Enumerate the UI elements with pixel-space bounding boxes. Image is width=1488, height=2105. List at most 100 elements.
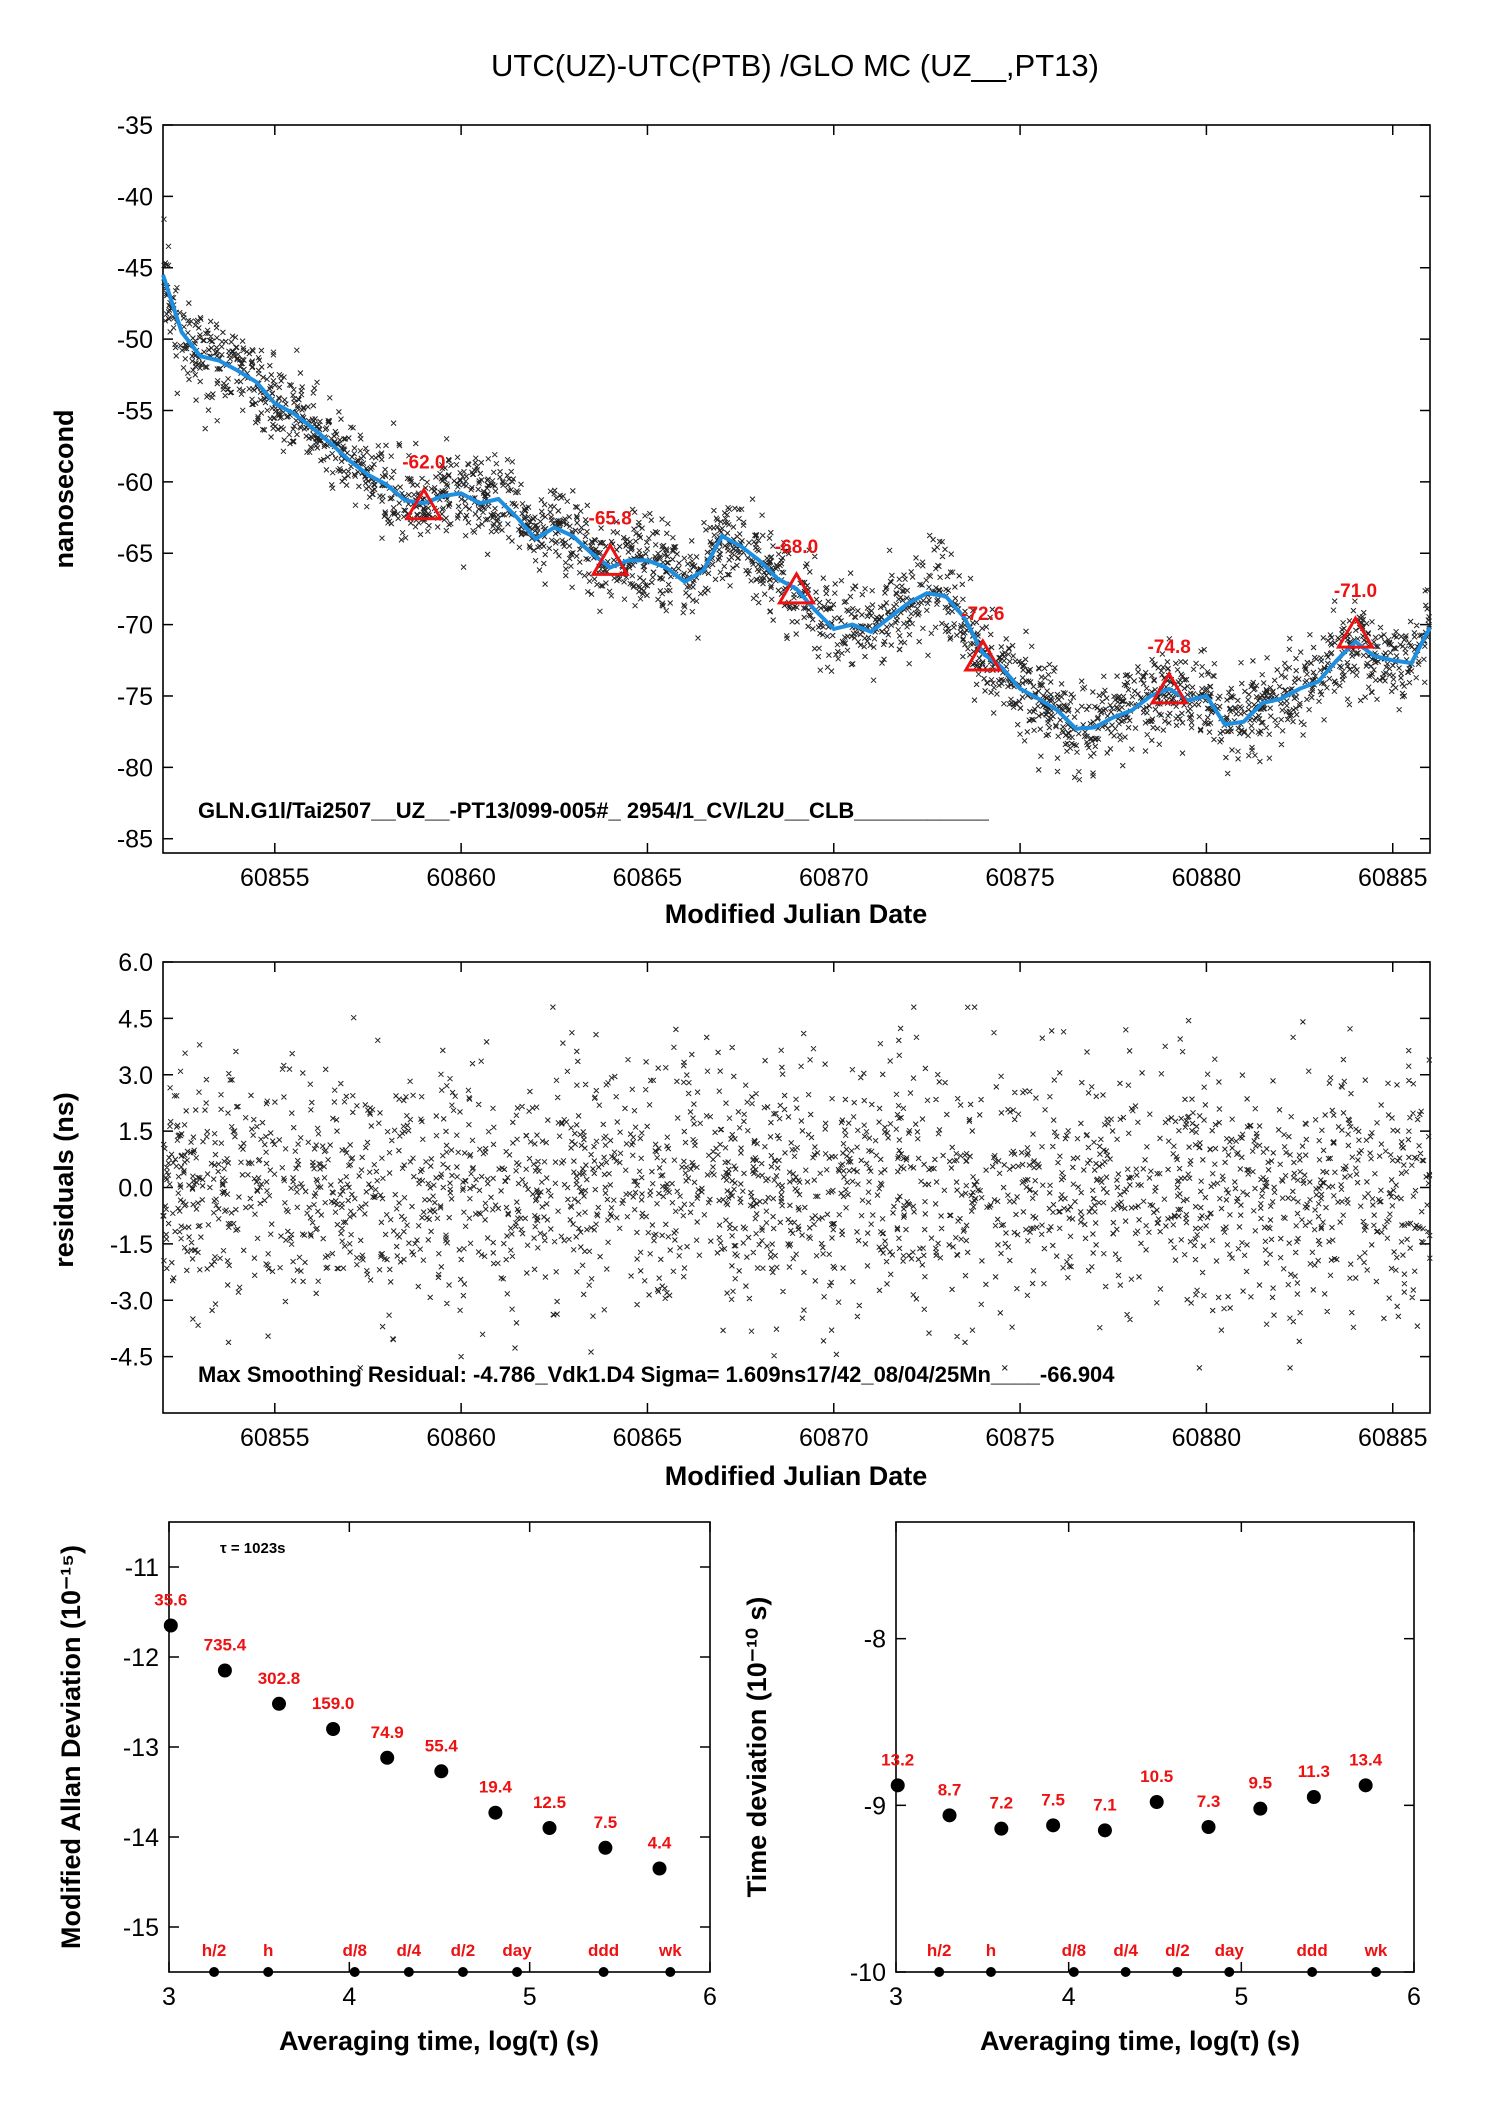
offset-plot-frame — [162, 124, 1431, 854]
x-tick-label: 60870 — [799, 1424, 869, 1452]
x-tick-label: 60865 — [613, 864, 683, 892]
x-tick-label: 5 — [1234, 1983, 1248, 2011]
residuals-x-axis-label: Modified Julian Date — [665, 1461, 928, 1491]
deviation-point — [1358, 1778, 1373, 1793]
y-tick-label: -1.5 — [110, 1231, 153, 1259]
smoothed-series-line — [161, 274, 1432, 731]
offset-markers: -62.0 -65.8 -68.0 -72.6 -74.8 -71.0 — [402, 453, 1377, 705]
y-tick-label: -85 — [117, 826, 153, 854]
interval-mark — [665, 1967, 676, 1977]
mdev-y-axis-label: Modified Allan Deviation (10⁻¹⁵) — [56, 1545, 86, 1949]
interval-mark — [403, 1967, 414, 1977]
marker-label: -68.0 — [775, 537, 818, 558]
interval-mark-label: d/4 — [1113, 1941, 1138, 1960]
interval-mark-label: h/2 — [927, 1941, 952, 1960]
marker-triangle — [1335, 615, 1376, 649]
marker-triangle — [776, 570, 817, 605]
y-tick-label: 3.0 — [118, 1062, 153, 1090]
x-tick-label: 60855 — [240, 1424, 310, 1452]
offset-scatter-points — [161, 216, 1432, 783]
deviation-point-label: 735.4 — [204, 1636, 247, 1655]
y-tick-label: -11 — [125, 1554, 159, 1582]
deviation-point — [434, 1764, 449, 1779]
offset-y-axis-label: nanosecond — [49, 409, 79, 568]
deviation-point-label: 4.4 — [648, 1834, 672, 1853]
interval-mark — [598, 1967, 609, 1977]
mdev-plot-ticks: 3 4 5 6 -11 -12 -13 -14 -15 — [123, 1522, 717, 2011]
y-tick-label: 1.5 — [118, 1118, 153, 1146]
deviation-point — [488, 1805, 503, 1820]
deviation-point — [1201, 1820, 1216, 1834]
deviation-point-label: 11.3 — [1298, 1762, 1330, 1781]
y-tick-label: -10 — [850, 1959, 886, 1987]
deviation-point-label: 74.9 — [371, 1723, 404, 1742]
deviation-point — [326, 1722, 341, 1736]
x-tick-label: 60885 — [1358, 1424, 1428, 1452]
interval-mark — [209, 1967, 220, 1977]
interval-mark-label: d/8 — [342, 1941, 367, 1960]
x-tick-label: 60860 — [426, 1424, 496, 1452]
interval-mark — [1068, 1967, 1079, 1977]
x-tick-label: 60855 — [240, 864, 310, 892]
interval-mark-label: h/2 — [202, 1941, 227, 1960]
x-tick-label: 6 — [1407, 1983, 1421, 2011]
y-tick-label: -60 — [117, 469, 153, 497]
y-tick-label: -45 — [117, 255, 153, 283]
deviation-point — [1149, 1795, 1164, 1809]
tdev-x-axis-label: Averaging time, log(τ) (s) — [980, 2026, 1300, 2056]
deviation-point-label: 7.3 — [1197, 1792, 1221, 1811]
y-tick-label: -14 — [123, 1824, 159, 1852]
x-tick-label: 4 — [1062, 1983, 1076, 2011]
residuals-annotation: Max Smoothing Residual: -4.786_Vdk1.D4 S… — [198, 1362, 1115, 1387]
interval-mark-label: wk — [658, 1941, 682, 1960]
interval-mark — [1224, 1967, 1235, 1977]
deviation-point — [652, 1861, 667, 1876]
deviation-point — [217, 1663, 232, 1678]
residual-points — [160, 1004, 1433, 1371]
deviation-point-label: 9.5 — [1249, 1774, 1273, 1793]
y-tick-label: -13 — [123, 1734, 159, 1762]
deviation-point-label: 35.6 — [154, 1591, 187, 1610]
deviation-point — [890, 1778, 905, 1793]
deviation-point-label: 8.7 — [938, 1780, 962, 1799]
interval-mark-label: d/2 — [1165, 1941, 1190, 1960]
y-tick-label: -35 — [117, 112, 153, 140]
interval-mark-label: h — [263, 1941, 273, 1960]
deviation-point-label: 7.2 — [990, 1794, 1014, 1813]
chart-title: UTC(UZ)-UTC(PTB) /GLO MC (UZ__,PT13) — [491, 48, 1099, 83]
interval-mark — [1307, 1967, 1318, 1977]
interval-mark-label: day — [1215, 1941, 1245, 1960]
tau-note: τ = 1023s — [220, 1540, 286, 1557]
deviation-point — [272, 1696, 287, 1711]
x-tick-label: 60860 — [426, 864, 496, 892]
tdev-y-axis-label: Time deviation (10⁻¹⁰ s) — [742, 1597, 772, 1898]
y-tick-label: 0.0 — [118, 1175, 153, 1203]
interval-mark-label: ddd — [588, 1941, 619, 1960]
y-tick-label: -80 — [117, 754, 153, 782]
y-tick-label: -3.0 — [110, 1287, 153, 1315]
marker-triangle — [963, 638, 1003, 672]
deviation-point — [1306, 1790, 1321, 1804]
mdev-points: 35.6 735.4 302.8 159.0 74.9 55.4 19.4 12.5 7.5 4.… — [154, 1591, 682, 1977]
marker-label: -71.0 — [1334, 581, 1377, 602]
x-tick-label: 3 — [889, 1983, 903, 2011]
offset-x-axis-label: Modified Julian Date — [665, 899, 928, 929]
y-tick-label: 6.0 — [118, 949, 153, 977]
deviation-point-label: 12.5 — [533, 1793, 566, 1812]
y-tick-label: -70 — [117, 612, 153, 640]
marker-label: -65.8 — [589, 508, 632, 529]
residuals-scatter — [160, 1004, 1433, 1371]
interval-mark — [349, 1967, 360, 1977]
deviation-point-label: 19.4 — [479, 1778, 513, 1797]
deviation-point-label: 159.0 — [312, 1694, 355, 1713]
marker-label: -62.0 — [402, 453, 445, 474]
deviation-point-label: 7.1 — [1093, 1795, 1117, 1814]
interval-mark — [934, 1967, 945, 1977]
interval-mark-label: d/4 — [397, 1941, 422, 1960]
x-tick-label: 4 — [342, 1983, 356, 2011]
deviation-point-label: 7.5 — [1041, 1790, 1065, 1809]
deviation-point-label: 302.8 — [258, 1669, 301, 1688]
x-tick-label: 60875 — [985, 864, 1055, 892]
mdev-x-axis-label: Averaging time, log(τ) (s) — [279, 2026, 599, 2056]
interval-mark-label: day — [502, 1941, 532, 1960]
